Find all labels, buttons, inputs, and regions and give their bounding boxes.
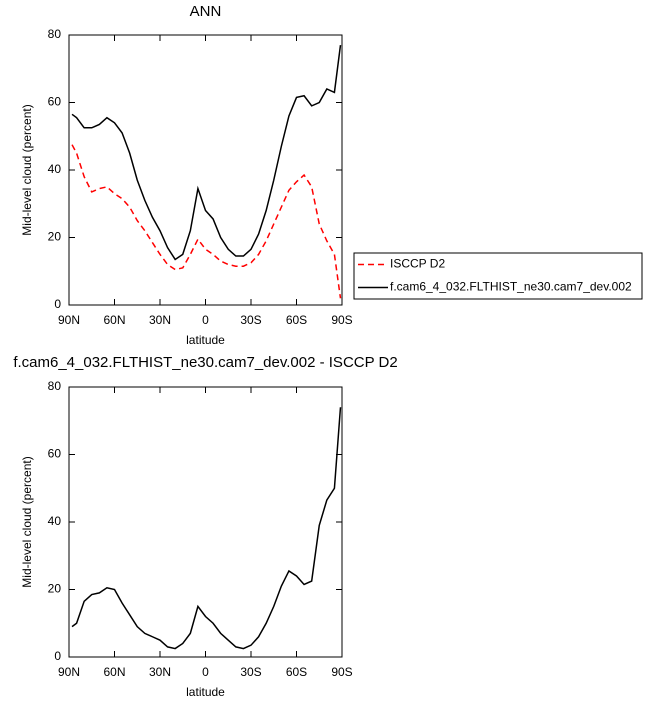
chart-title: f.cam6_4_032.FLTHIST_ne30.cam7_dev.002 -…: [13, 354, 397, 371]
x-tick-label: 90S: [331, 313, 352, 327]
chart-title: ANN: [190, 3, 222, 20]
series-line: [71, 45, 342, 261]
y-axis-label: Mid-level cloud (percent): [20, 456, 34, 587]
x-tick-label: 60S: [286, 665, 307, 679]
y-tick-label: 40: [48, 162, 62, 176]
x-tick-label: 0: [202, 313, 209, 327]
y-tick-label: 20: [48, 230, 62, 244]
y-tick-label: 80: [48, 379, 62, 393]
series-line: [71, 144, 342, 299]
x-tick-label: 60N: [103, 313, 125, 327]
x-tick-label: 30N: [149, 313, 171, 327]
y-tick-label: 60: [48, 95, 62, 109]
y-tick-label: 60: [48, 447, 62, 461]
x-tick-label: 30S: [240, 313, 261, 327]
x-axis-label: latitude: [186, 685, 225, 699]
y-tick-label: 0: [54, 649, 61, 663]
x-tick-label: 90S: [331, 665, 352, 679]
x-axis-label: latitude: [186, 333, 225, 347]
x-tick-label: 30N: [149, 665, 171, 679]
legend-label: f.cam6_4_032.FLTHIST_ne30.cam7_dev.002: [390, 280, 632, 294]
y-tick-label: 0: [54, 297, 61, 311]
x-tick-label: 60N: [103, 665, 125, 679]
x-tick-label: 90N: [58, 313, 80, 327]
legend-label: ISCCP D2: [390, 257, 445, 271]
x-tick-label: 0: [202, 665, 209, 679]
plot-frame: [68, 34, 343, 306]
series-line: [71, 407, 342, 650]
y-tick-label: 40: [48, 514, 62, 528]
y-axis-label: Mid-level cloud (percent): [20, 104, 34, 235]
x-tick-label: 90N: [58, 665, 80, 679]
legend-box: [353, 252, 643, 300]
y-tick-label: 80: [48, 27, 62, 41]
y-tick-label: 20: [48, 582, 62, 596]
x-tick-label: 30S: [240, 665, 261, 679]
x-tick-label: 60S: [286, 313, 307, 327]
